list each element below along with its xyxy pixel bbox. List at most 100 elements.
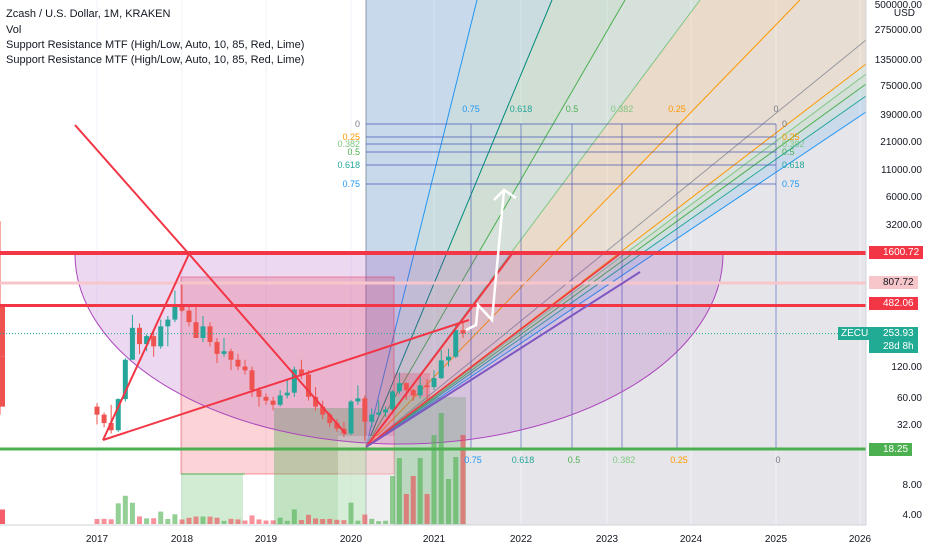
candle-body — [376, 412, 382, 415]
candle-body — [403, 383, 409, 391]
candle-body — [348, 401, 354, 434]
level-tag-18: 18.25 — [869, 443, 913, 456]
candle-body — [242, 366, 248, 371]
sr-levels — [0, 250, 866, 451]
level-tag-482: 482.06 — [869, 297, 918, 310]
price-axis-bg[interactable] — [866, 0, 932, 550]
fan-ray — [365, 73, 867, 448]
volume-bar — [306, 514, 311, 524]
fib-label-left: 0.618 — [337, 160, 360, 170]
fan-ray — [365, 0, 478, 448]
candle-body — [207, 326, 213, 342]
candle-body — [327, 414, 333, 424]
candle-body — [214, 341, 220, 354]
volume-bar — [151, 518, 157, 524]
fib-label-bottom: 0.25 — [670, 455, 688, 465]
candle-body — [108, 423, 114, 431]
candle-body — [137, 327, 142, 345]
fib-label-bottom: 0 — [775, 455, 780, 465]
candle-body — [115, 399, 121, 431]
arrow-head-icon — [493, 188, 517, 201]
volume-bars — [0, 413, 466, 524]
volume-bar — [396, 458, 402, 524]
candle-body — [291, 369, 297, 393]
volume-bar — [144, 518, 150, 524]
candlesticks — [0, 221, 466, 441]
candle-body — [417, 385, 423, 396]
fib-label-bottom: 0.382 — [613, 455, 636, 465]
volume-bar — [101, 518, 107, 524]
volume-bar — [165, 519, 171, 524]
indicator-legend-1: Support Resistance MTF (High/Low, Auto, … — [6, 39, 305, 51]
candle-body — [438, 360, 444, 379]
price-tick: 135000.00 — [875, 55, 923, 66]
fib-label-right: 0.5 — [782, 147, 795, 157]
volume-bar — [277, 517, 283, 524]
volume-bar — [94, 519, 100, 524]
volume-bar — [291, 509, 297, 524]
fib-label-top: 0 — [773, 104, 778, 114]
price-tick: 6000.00 — [886, 192, 923, 203]
fib-label-right: 0 — [782, 119, 787, 129]
fib-label-top: 0.75 — [462, 104, 480, 114]
candle-body — [165, 319, 171, 327]
fib-label-right: 0.618 — [782, 160, 805, 170]
volume-bar — [235, 519, 241, 524]
candle-body — [355, 398, 361, 402]
fib-speed-fan — [365, 0, 867, 449]
red-box — [180, 276, 395, 475]
volume-bar — [242, 520, 248, 524]
volume-bar — [228, 518, 234, 524]
fib-label-left: 0 — [355, 119, 360, 129]
volume-bar — [460, 435, 466, 524]
price-tick: 75000.00 — [880, 81, 922, 92]
price-tick: 8.00 — [903, 480, 923, 491]
fib-label-right: 0.382 — [782, 139, 805, 149]
candle-body — [0, 303, 5, 357]
volume-bar — [390, 476, 395, 524]
volume-bar — [263, 520, 269, 524]
volume-bar — [341, 520, 347, 524]
green-box-small — [181, 474, 243, 524]
candle-body — [410, 390, 416, 396]
level-tag-1600: 1600.72 — [869, 246, 924, 259]
candle-body — [256, 390, 262, 397]
fib-labels: 0.750.750.6180.6180.50.50.3820.3820.250.… — [337, 104, 804, 465]
volume-bar — [108, 519, 114, 524]
time-tick: 2020 — [340, 534, 363, 545]
volume-bar — [298, 520, 304, 524]
time-axis[interactable]: 2017 2018 2019 2020 2021 2022 2023 2024 2025 2026 — [86, 534, 872, 545]
fib-label-bottom: 0.75 — [464, 455, 482, 465]
candle-body — [383, 409, 389, 413]
candle-body — [313, 396, 319, 407]
candle-body — [263, 396, 269, 401]
volume-bar — [376, 521, 382, 524]
fan-ray — [365, 0, 626, 448]
candle-body — [298, 369, 304, 375]
purple-trend — [365, 271, 641, 448]
candle-body — [453, 330, 459, 357]
candle-body — [431, 378, 437, 388]
red-trend-long — [102, 319, 470, 441]
time-tick: 2021 — [423, 534, 446, 545]
candle-body — [446, 356, 451, 361]
time-axis-bg[interactable] — [0, 525, 866, 550]
volume-bar — [424, 494, 430, 524]
indicator-legend-2: Support Resistance MTF (High/Low, Auto, … — [6, 54, 305, 66]
candle-body — [249, 370, 255, 391]
red-trend-mid — [365, 253, 621, 448]
candle-body — [277, 395, 283, 405]
fan-ray — [365, 95, 867, 448]
candle-body — [129, 327, 135, 360]
price-tick: 11000.00 — [881, 165, 922, 176]
volume-bar — [200, 516, 206, 524]
red-trend-steep — [365, 253, 513, 448]
fan-band — [366, 0, 866, 447]
price-tick: 3200.00 — [886, 220, 923, 231]
price-tick: 21000.00 — [880, 137, 922, 148]
level-tag-807: 807.72 — [869, 276, 918, 289]
volume-bar — [158, 511, 164, 524]
candle-body — [390, 391, 395, 410]
